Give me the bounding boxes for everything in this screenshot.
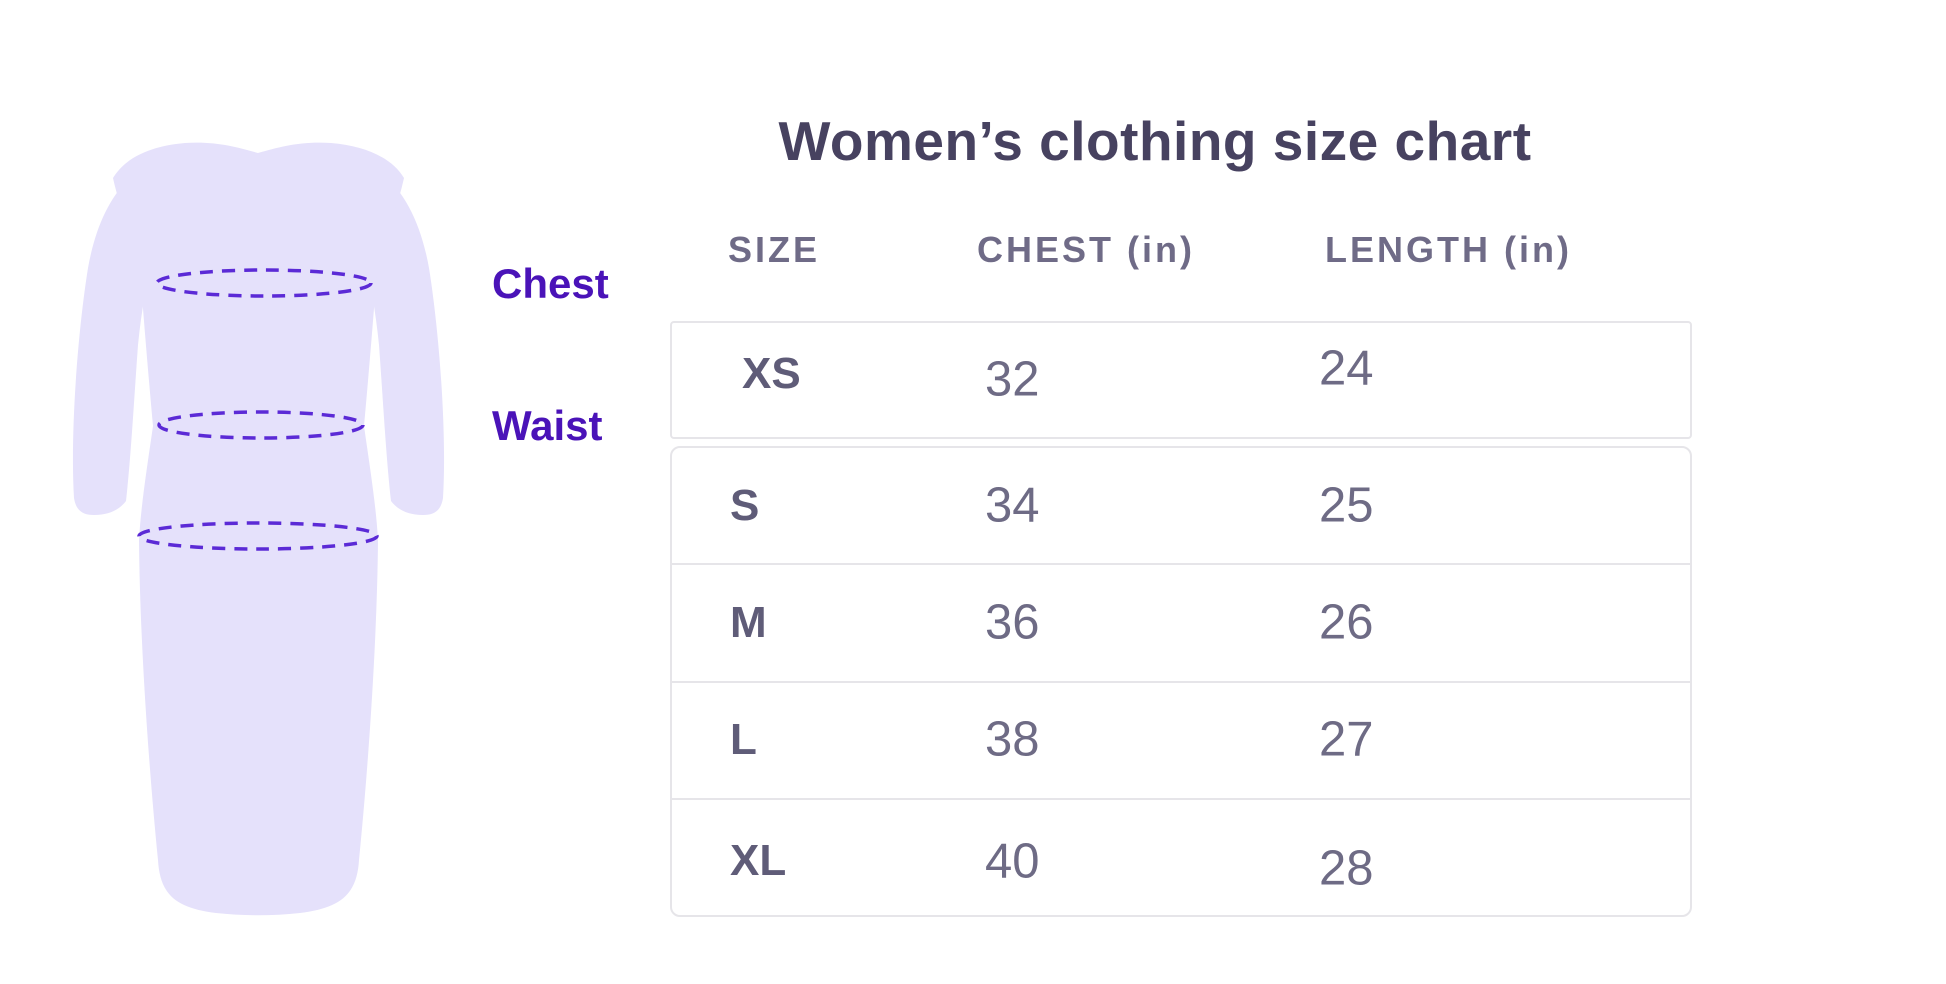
chest-cell: 34 <box>985 478 1040 533</box>
hip-measurement-line <box>137 521 379 551</box>
dress-body <box>113 142 404 916</box>
size-table-card-main: S 34 25 M 36 26 L 38 27 XL 40 28 <box>670 446 1692 917</box>
table-row: L 38 27 <box>672 680 1690 798</box>
size-cell: S <box>730 480 760 530</box>
table-row: M 36 26 <box>672 563 1690 680</box>
length-cell: 25 <box>1319 478 1374 533</box>
length-cell: 24 <box>1319 341 1374 396</box>
chest-label: Chest <box>492 260 609 307</box>
size-cell: XS <box>742 349 801 398</box>
chest-cell: 38 <box>985 712 1040 767</box>
chest-measurement-line <box>155 268 373 298</box>
column-header-chest: CHEST (in) <box>977 229 1195 270</box>
chest-cell: 40 <box>985 834 1040 889</box>
waist-measurement-line <box>157 410 365 440</box>
table-row: S 34 25 <box>672 448 1690 563</box>
column-header-length: LENGTH (in) <box>1325 229 1572 270</box>
table-row: XS 32 24 <box>672 323 1690 437</box>
table-row: XL 40 28 <box>672 797 1690 915</box>
size-cell: M <box>730 597 767 647</box>
size-cell: L <box>730 715 757 765</box>
length-cell: 27 <box>1319 712 1374 767</box>
chest-cell: 32 <box>985 352 1040 407</box>
page-title: Women’s clothing size chart <box>778 110 1532 172</box>
waist-label: Waist <box>492 402 603 449</box>
length-cell: 26 <box>1319 595 1374 650</box>
chest-cell: 36 <box>985 595 1040 650</box>
size-cell: XL <box>730 836 787 886</box>
dress-diagram <box>72 142 445 916</box>
column-header-size: SIZE <box>728 229 821 270</box>
table-header-row: SIZE CHEST (in) LENGTH (in) <box>0 232 1946 272</box>
length-cell: 28 <box>1319 841 1374 896</box>
size-table-card-xs: XS 32 24 <box>670 321 1692 439</box>
